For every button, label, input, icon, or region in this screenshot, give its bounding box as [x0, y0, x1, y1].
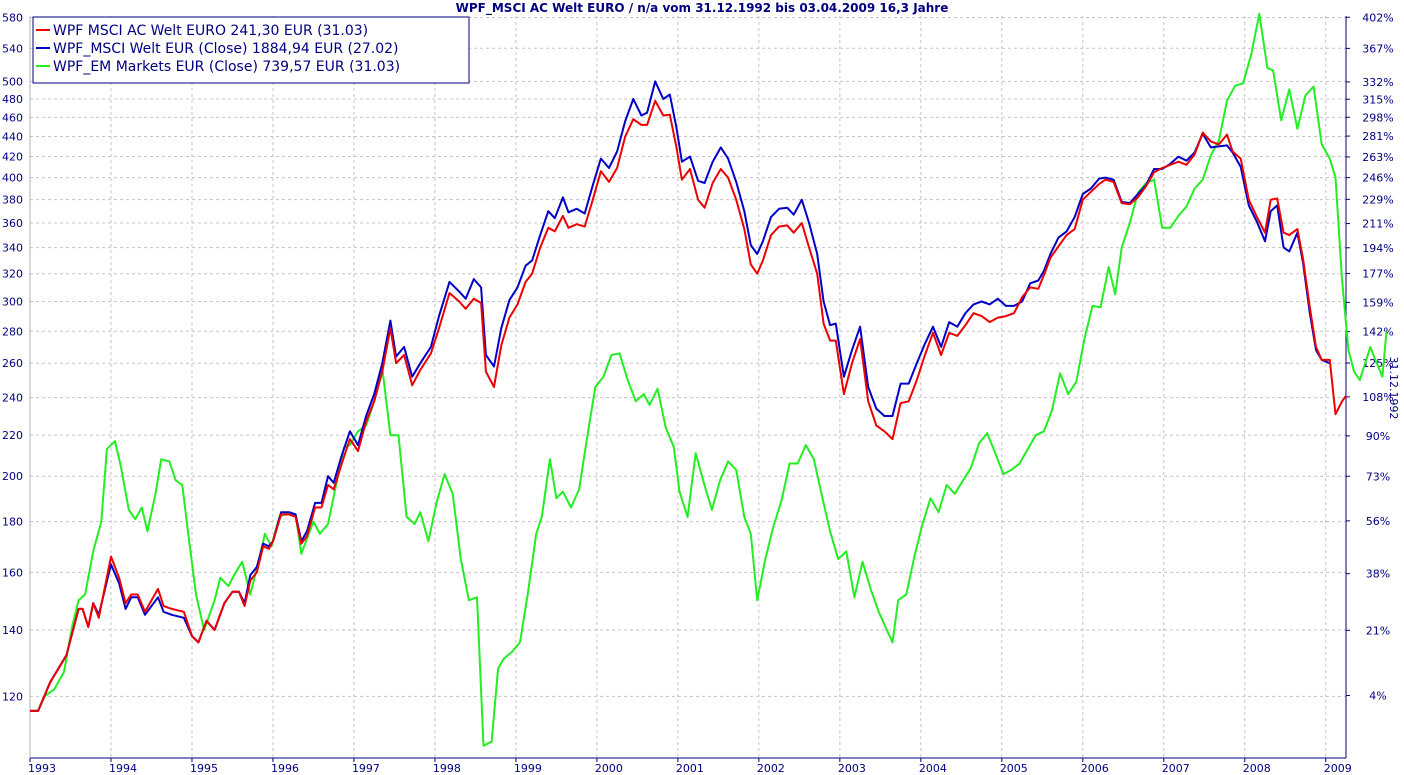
series-line-1	[30, 99, 1347, 712]
x-tick-label-1999: 1999	[514, 762, 542, 775]
right-tick-label-38: 38%	[1366, 568, 1390, 581]
legend-label-3: WPF_EM Markets EUR (Close) 739,57 EUR (3…	[53, 59, 400, 75]
x-tick-label-2008: 2008	[1243, 762, 1271, 775]
right-tick-label-21: 21%	[1366, 624, 1390, 637]
right-tick-label-315: 315%	[1362, 93, 1393, 106]
right-tick-label-281: 281%	[1362, 130, 1393, 143]
y-tick-label-440: 440	[2, 131, 23, 144]
y-tick-label-180: 180	[2, 516, 23, 529]
y-tick-label-120: 120	[2, 690, 23, 703]
right-tick-label-90: 90%	[1366, 430, 1390, 443]
right-tick-label-246: 246%	[1362, 172, 1393, 185]
y-tick-label-240: 240	[2, 392, 23, 405]
y-tick-label-320: 320	[2, 268, 23, 281]
axes: 1993 1994 1995 1996 1997 1998 1999 2000 2001 2002…	[2, 11, 1394, 775]
right-tick-label-177: 177%	[1362, 267, 1393, 280]
x-tick-label-2003: 2003	[838, 762, 866, 775]
right-tick-label-367: 367%	[1362, 42, 1393, 55]
right-axis-label: 31.12.1992	[1387, 357, 1400, 420]
legend: WPF MSCI AC Welt EURO 241,30 EUR (31.03)…	[32, 16, 470, 84]
right-tick-label-73: 73%	[1366, 470, 1390, 483]
chart-title: WPF_MSCI AC Welt EURO / n/a vom 31.12.19…	[455, 1, 949, 15]
y-tick-label-300: 300	[2, 296, 23, 309]
right-tick-label-229: 229%	[1362, 193, 1393, 206]
x-tick-label-2004: 2004	[919, 762, 947, 775]
x-tick-label-2000: 2000	[595, 762, 623, 775]
series-lines	[30, 12, 1388, 747]
y-tick-label-140: 140	[2, 624, 23, 637]
x-tick-label-1994: 1994	[109, 762, 137, 775]
y-tick-label-580: 580	[2, 11, 23, 24]
right-tick-label-142: 142%	[1362, 326, 1393, 339]
y-tick-label-280: 280	[2, 325, 23, 338]
x-tick-label-2006: 2006	[1081, 762, 1109, 775]
right-tick-label-4: 4%	[1369, 690, 1386, 703]
x-tick-label-1996: 1996	[271, 762, 299, 775]
y-tick-label-460: 460	[2, 111, 23, 124]
legend-label-2: WPF_MSCI Welt EUR (Close) 1884,94 EUR (2…	[53, 41, 399, 57]
right-tick-label-56: 56%	[1366, 515, 1390, 528]
x-tick-label-2009: 2009	[1324, 762, 1352, 775]
right-tick-label-332: 332%	[1362, 76, 1393, 89]
y-tick-label-220: 220	[2, 429, 23, 442]
y-tick-label-420: 420	[2, 151, 23, 164]
y-tick-label-380: 380	[2, 194, 23, 207]
right-tick-label-402: 402%	[1362, 11, 1393, 24]
x-tick-label-1993: 1993	[28, 762, 56, 775]
y-tick-label-400: 400	[2, 172, 23, 185]
y-tick-label-360: 360	[2, 217, 23, 230]
x-tick-label-2002: 2002	[757, 762, 785, 775]
y-tick-label-260: 260	[2, 357, 23, 370]
right-tick-label-125: 125%	[1362, 357, 1393, 370]
y-tick-label-480: 480	[2, 93, 23, 106]
right-tick-label-194: 194%	[1362, 242, 1393, 255]
x-tick-label-2001: 2001	[676, 762, 704, 775]
right-tick-label-159: 159%	[1362, 296, 1393, 309]
legend-label-1: WPF MSCI AC Welt EURO 241,30 EUR (31.03)	[53, 23, 368, 39]
y-tick-label-540: 540	[2, 42, 23, 55]
y-tick-label-340: 340	[2, 242, 23, 255]
x-tick-label-1997: 1997	[352, 762, 380, 775]
x-tick-label-2005: 2005	[1000, 762, 1028, 775]
right-tick-label-298: 298%	[1362, 111, 1393, 124]
right-tick-label-108: 108%	[1362, 391, 1393, 404]
x-tick-label-1995: 1995	[190, 762, 218, 775]
plot-background	[30, 16, 1346, 758]
x-tick-label-2007: 2007	[1162, 762, 1190, 775]
x-tick-label-1998: 1998	[433, 762, 461, 775]
legend-box	[32, 16, 470, 84]
right-tick-label-263: 263%	[1362, 151, 1393, 164]
right-tick-label-211: 211%	[1362, 218, 1393, 231]
y-tick-label-200: 200	[2, 470, 23, 483]
y-tick-label-160: 160	[2, 566, 23, 579]
y-tick-label-500: 500	[2, 75, 23, 88]
